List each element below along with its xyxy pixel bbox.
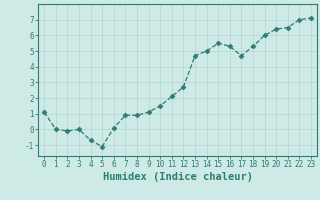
X-axis label: Humidex (Indice chaleur): Humidex (Indice chaleur): [103, 172, 252, 182]
